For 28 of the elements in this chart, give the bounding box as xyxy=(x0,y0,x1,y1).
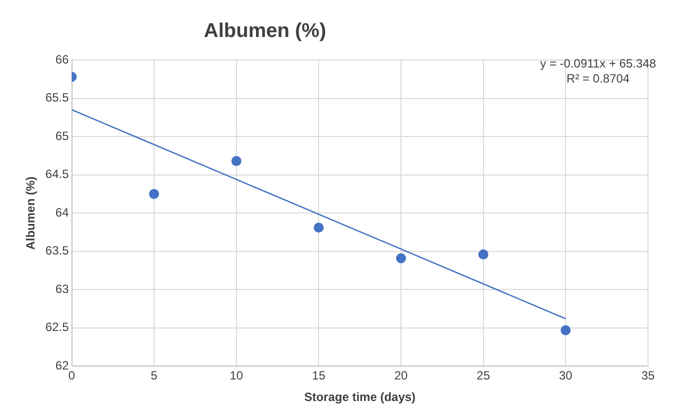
x-tick-label: 5 xyxy=(150,368,158,383)
x-axis-title: Storage time (days) xyxy=(304,390,416,404)
annotation: R² = 0.8704 xyxy=(566,71,630,86)
chart-title: Albumen (%) xyxy=(202,20,328,43)
y-tick-label: 65 xyxy=(55,128,70,143)
y-tick-label: 64 xyxy=(55,205,70,220)
x-tick-label: 25 xyxy=(476,368,490,383)
point xyxy=(560,325,571,336)
x-tick-label: 15 xyxy=(312,368,326,383)
point xyxy=(478,249,488,260)
y-tick-label: 64.5 xyxy=(45,167,70,182)
y-tick-label: 62.5 xyxy=(45,320,70,334)
y-axis-title: Albumen (%) xyxy=(24,176,38,250)
annotation: y = -0.0911x + 65.348 xyxy=(540,56,656,70)
x-tick-label: 0 xyxy=(68,368,76,383)
point xyxy=(149,188,160,199)
x-tick-label: 10 xyxy=(230,368,244,383)
x-tick-label: 35 xyxy=(641,368,655,383)
y-tick-label: 65.5 xyxy=(45,90,70,105)
y-tick-label: 63.5 xyxy=(45,244,70,258)
point xyxy=(396,253,406,264)
x-tick-label: 30 xyxy=(559,368,573,383)
point xyxy=(314,222,324,233)
y-tick-label: 62 xyxy=(55,358,70,373)
y-tick-label: 63 xyxy=(55,282,70,296)
x-tick-label: 20 xyxy=(394,368,408,383)
y-tick-label: 66 xyxy=(55,52,70,66)
point xyxy=(231,156,242,166)
